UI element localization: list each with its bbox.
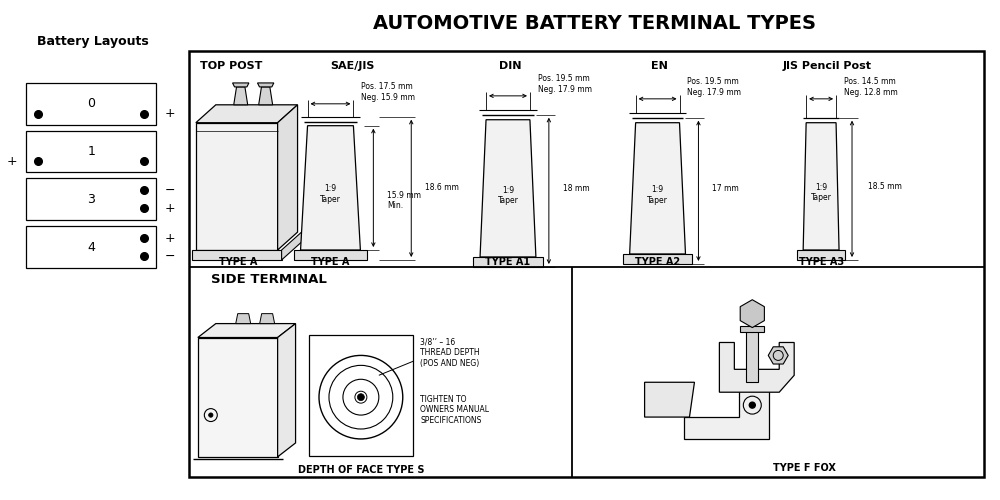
Text: +: + bbox=[7, 155, 17, 168]
Text: 18.5 mm: 18.5 mm bbox=[868, 182, 902, 191]
Text: 1:9
Taper: 1:9 Taper bbox=[498, 186, 518, 205]
Text: Battery Layouts: Battery Layouts bbox=[37, 34, 149, 48]
Text: TYPE A3: TYPE A3 bbox=[799, 257, 844, 267]
Polygon shape bbox=[684, 382, 769, 439]
Text: Pos. 19.5 mm
Neg. 17.9 mm: Pos. 19.5 mm Neg. 17.9 mm bbox=[687, 77, 741, 96]
Text: Pos. 14.5 mm
Neg. 12.8 mm: Pos. 14.5 mm Neg. 12.8 mm bbox=[844, 77, 898, 96]
Bar bbox=[26, 83, 156, 124]
Text: Pos. 17.5 mm
Neg. 15.9 mm: Pos. 17.5 mm Neg. 15.9 mm bbox=[361, 82, 415, 102]
Text: TOP POST: TOP POST bbox=[200, 61, 262, 71]
Bar bbox=[192, 250, 282, 260]
Text: 3/8’’ – 16
THREAD DEPTH
(POS AND NEG): 3/8’’ – 16 THREAD DEPTH (POS AND NEG) bbox=[420, 338, 480, 368]
Polygon shape bbox=[480, 120, 536, 257]
Text: AUTOMOTIVE BATTERY TERMINAL TYPES: AUTOMOTIVE BATTERY TERMINAL TYPES bbox=[373, 14, 816, 33]
Bar bbox=[198, 338, 278, 457]
Text: SIDE TERMINAL: SIDE TERMINAL bbox=[211, 274, 327, 286]
Bar bbox=[623, 254, 692, 264]
Text: 4: 4 bbox=[87, 240, 95, 254]
Bar bbox=[189, 51, 984, 476]
Polygon shape bbox=[196, 105, 298, 122]
Text: EN: EN bbox=[651, 61, 668, 71]
Text: 18 mm: 18 mm bbox=[563, 184, 589, 193]
Circle shape bbox=[357, 394, 364, 400]
Polygon shape bbox=[260, 314, 275, 324]
Bar bbox=[294, 250, 367, 260]
Text: 1:9
Taper: 1:9 Taper bbox=[647, 185, 668, 204]
Text: TYPE A: TYPE A bbox=[311, 257, 350, 267]
Polygon shape bbox=[233, 83, 249, 87]
Bar bbox=[26, 130, 156, 172]
Bar bbox=[740, 326, 764, 332]
Text: +: + bbox=[165, 202, 176, 214]
Polygon shape bbox=[236, 314, 251, 324]
Text: 17 mm: 17 mm bbox=[712, 184, 739, 193]
Polygon shape bbox=[768, 347, 788, 364]
Circle shape bbox=[209, 413, 213, 418]
Polygon shape bbox=[278, 105, 298, 250]
Text: SAE/JIS: SAE/JIS bbox=[330, 61, 375, 71]
Text: −: − bbox=[165, 250, 175, 262]
Text: +: + bbox=[165, 232, 176, 244]
Polygon shape bbox=[234, 87, 248, 105]
Text: 0: 0 bbox=[87, 98, 95, 110]
Text: 15.9 mm
Min.: 15.9 mm Min. bbox=[387, 190, 421, 210]
Text: +: + bbox=[165, 108, 176, 120]
Text: Pos. 19.5 mm
Neg. 17.9 mm: Pos. 19.5 mm Neg. 17.9 mm bbox=[538, 74, 592, 94]
Text: 1:9
Taper: 1:9 Taper bbox=[811, 183, 832, 203]
Polygon shape bbox=[301, 126, 360, 250]
Text: −: − bbox=[165, 184, 175, 197]
Text: JIS Pencil Post: JIS Pencil Post bbox=[783, 61, 872, 71]
Text: 18.6 mm: 18.6 mm bbox=[425, 184, 459, 192]
Text: 1: 1 bbox=[87, 145, 95, 158]
Text: TIGHTEN TO
OWNERS MANUAL
SPECIFICATIONS: TIGHTEN TO OWNERS MANUAL SPECIFICATIONS bbox=[420, 395, 489, 424]
Bar bbox=[309, 334, 413, 456]
Polygon shape bbox=[630, 122, 685, 254]
Text: TYPE A: TYPE A bbox=[219, 257, 257, 267]
Bar bbox=[746, 328, 758, 382]
Text: TYPE A1: TYPE A1 bbox=[485, 257, 531, 267]
Text: DIN: DIN bbox=[499, 61, 521, 71]
Bar bbox=[473, 257, 543, 267]
Text: TYPE F FOX: TYPE F FOX bbox=[773, 463, 836, 473]
Polygon shape bbox=[719, 342, 794, 392]
Polygon shape bbox=[803, 122, 839, 250]
Bar bbox=[797, 250, 845, 260]
Polygon shape bbox=[740, 300, 764, 328]
Polygon shape bbox=[282, 232, 302, 260]
Polygon shape bbox=[278, 324, 296, 457]
Bar bbox=[26, 178, 156, 220]
Text: 3: 3 bbox=[87, 193, 95, 206]
Bar bbox=[196, 122, 278, 250]
Polygon shape bbox=[259, 87, 273, 105]
Text: 1:9
Taper: 1:9 Taper bbox=[320, 184, 341, 204]
Circle shape bbox=[749, 402, 755, 408]
Text: DEPTH OF FACE TYPE S: DEPTH OF FACE TYPE S bbox=[298, 465, 424, 475]
Polygon shape bbox=[198, 324, 296, 338]
Polygon shape bbox=[257, 83, 274, 87]
Polygon shape bbox=[645, 382, 694, 417]
Bar bbox=[26, 226, 156, 268]
Text: TYPE A2: TYPE A2 bbox=[635, 257, 680, 267]
